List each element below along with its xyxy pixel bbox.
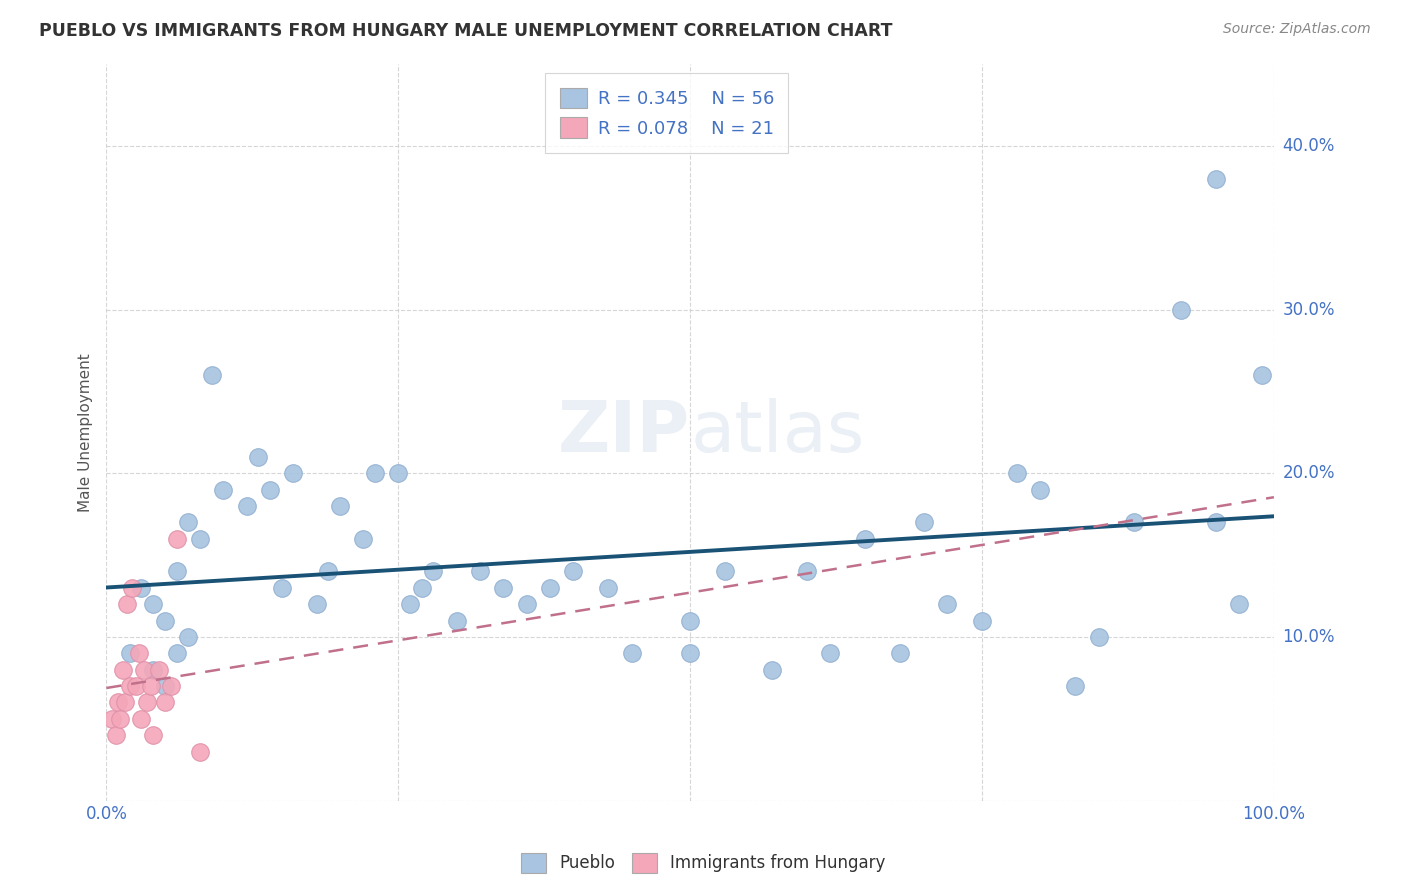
Point	[538, 581, 561, 595]
Text: Source: ZipAtlas.com: Source: ZipAtlas.com	[1223, 22, 1371, 37]
Point	[889, 646, 911, 660]
Text: 30.0%: 30.0%	[1282, 301, 1334, 318]
Point	[200, 368, 222, 382]
Point	[853, 532, 876, 546]
Point	[259, 483, 281, 497]
Point	[970, 614, 993, 628]
Point	[1205, 516, 1227, 530]
Point	[270, 581, 292, 595]
Text: 40.0%: 40.0%	[1282, 136, 1334, 155]
Point	[796, 565, 818, 579]
Point	[364, 467, 387, 481]
Point	[131, 712, 153, 726]
Point	[399, 597, 422, 611]
Point	[235, 499, 257, 513]
Point	[316, 565, 339, 579]
Point	[142, 663, 165, 677]
Point	[148, 663, 170, 677]
Point	[1029, 483, 1052, 497]
Point	[247, 450, 270, 464]
Point	[132, 663, 155, 677]
Text: 10.0%: 10.0%	[1282, 628, 1334, 646]
Point	[1122, 516, 1144, 530]
Point	[1005, 467, 1028, 481]
Point	[166, 532, 188, 546]
Text: 20.0%: 20.0%	[1282, 464, 1334, 483]
Point	[153, 695, 176, 709]
Point	[177, 516, 200, 530]
Point	[329, 499, 352, 513]
Point	[446, 614, 468, 628]
Point	[118, 646, 141, 660]
Legend: Pueblo, Immigrants from Hungary: Pueblo, Immigrants from Hungary	[515, 847, 891, 880]
Point	[153, 614, 176, 628]
Point	[159, 679, 181, 693]
Point	[1251, 368, 1274, 382]
Point	[128, 646, 150, 660]
Text: atlas: atlas	[690, 398, 865, 467]
Point	[136, 695, 159, 709]
Point	[1064, 679, 1087, 693]
Text: ZIP: ZIP	[558, 398, 690, 467]
Legend: R = 0.345    N = 56, R = 0.078    N = 21: R = 0.345 N = 56, R = 0.078 N = 21	[546, 73, 789, 153]
Point	[117, 597, 139, 611]
Point	[166, 646, 188, 660]
Point	[111, 663, 134, 677]
Point	[411, 581, 433, 595]
Point	[166, 565, 188, 579]
Point	[1170, 302, 1192, 317]
Point	[114, 695, 136, 709]
Point	[188, 745, 211, 759]
Point	[516, 597, 538, 611]
Point	[598, 581, 620, 595]
Text: PUEBLO VS IMMIGRANTS FROM HUNGARY MALE UNEMPLOYMENT CORRELATION CHART: PUEBLO VS IMMIGRANTS FROM HUNGARY MALE U…	[39, 22, 893, 40]
Point	[1227, 597, 1250, 611]
Point	[761, 663, 783, 677]
Point	[422, 565, 444, 579]
Point	[124, 679, 146, 693]
Point	[679, 614, 702, 628]
Point	[142, 597, 165, 611]
Point	[131, 581, 153, 595]
Point	[305, 597, 328, 611]
Point	[820, 646, 842, 660]
Point	[139, 679, 162, 693]
Point	[620, 646, 643, 660]
Point	[101, 712, 124, 726]
Point	[107, 695, 129, 709]
Point	[110, 712, 132, 726]
Point	[1205, 171, 1227, 186]
Point	[679, 646, 702, 660]
Point	[142, 728, 165, 742]
Point	[468, 565, 491, 579]
Point	[562, 565, 585, 579]
Point	[118, 679, 141, 693]
Point	[387, 467, 409, 481]
Point	[936, 597, 959, 611]
Point	[212, 483, 235, 497]
Point	[912, 516, 935, 530]
Point	[352, 532, 374, 546]
Point	[188, 532, 211, 546]
Point	[177, 630, 200, 644]
Point	[121, 581, 143, 595]
Point	[104, 728, 127, 742]
Point	[492, 581, 515, 595]
Point	[714, 565, 737, 579]
Point	[283, 467, 305, 481]
Y-axis label: Male Unemployment: Male Unemployment	[79, 353, 93, 512]
Point	[153, 679, 176, 693]
Point	[1088, 630, 1111, 644]
